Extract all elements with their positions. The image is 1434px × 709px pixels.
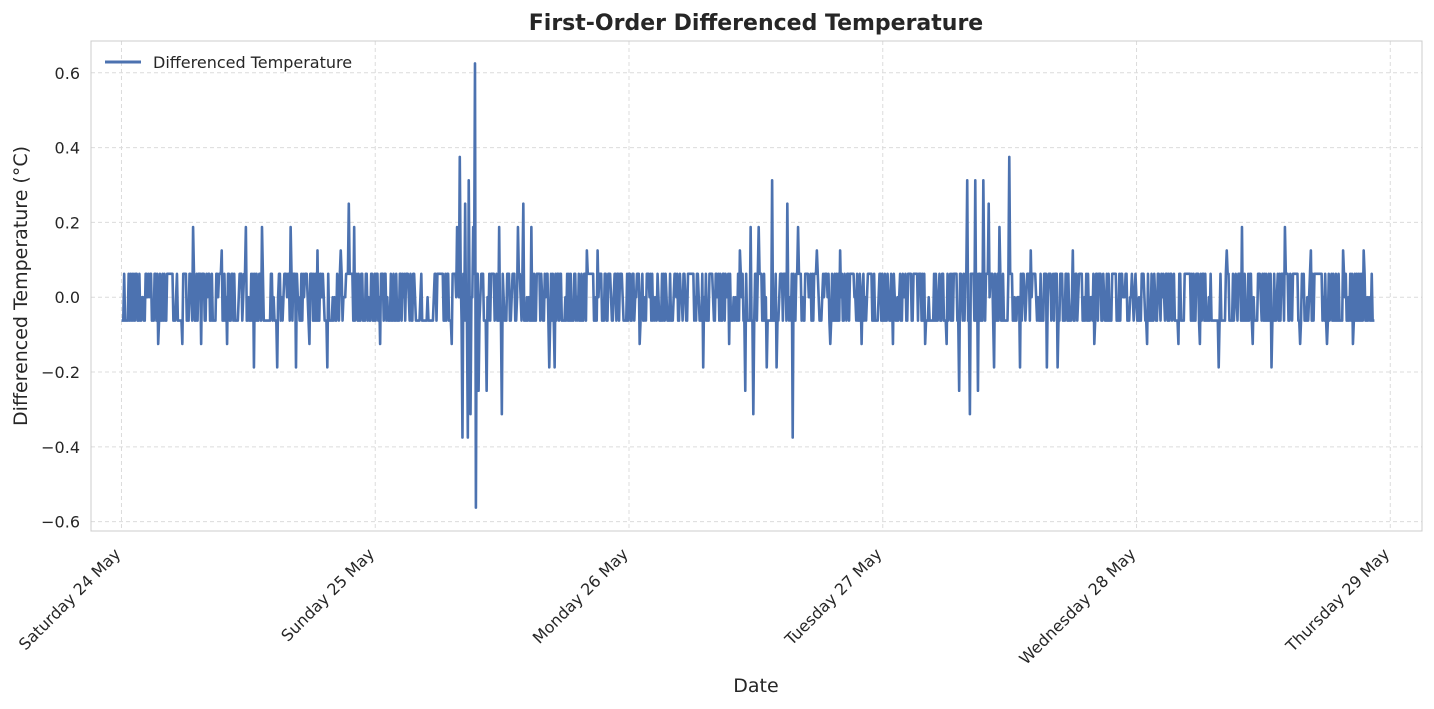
chart-title: First-Order Differenced Temperature (529, 11, 983, 36)
series-layer (121, 62, 1375, 509)
y-tick-label: 0.2 (55, 213, 80, 232)
y-tick-label: −0.6 (41, 513, 80, 532)
y-tick-label: −0.2 (41, 363, 80, 382)
legend: Differenced Temperature (105, 53, 352, 72)
y-tick-label: 0.6 (55, 64, 80, 83)
y-tick-label: 0.4 (55, 139, 80, 158)
legend-label: Differenced Temperature (153, 53, 352, 72)
y-tick-label: −0.4 (41, 438, 80, 457)
y-tick-label: 0.0 (55, 288, 80, 307)
y-axis: 0.6 0.4 0.2 0.0 −0.2 −0.4 −0.6 (41, 64, 80, 532)
plot-frame (90, 40, 1423, 532)
x-axis-title: Date (733, 675, 778, 697)
series-line (121, 62, 1375, 509)
y-axis-title: Differenced Temperature (°C) (10, 146, 32, 426)
